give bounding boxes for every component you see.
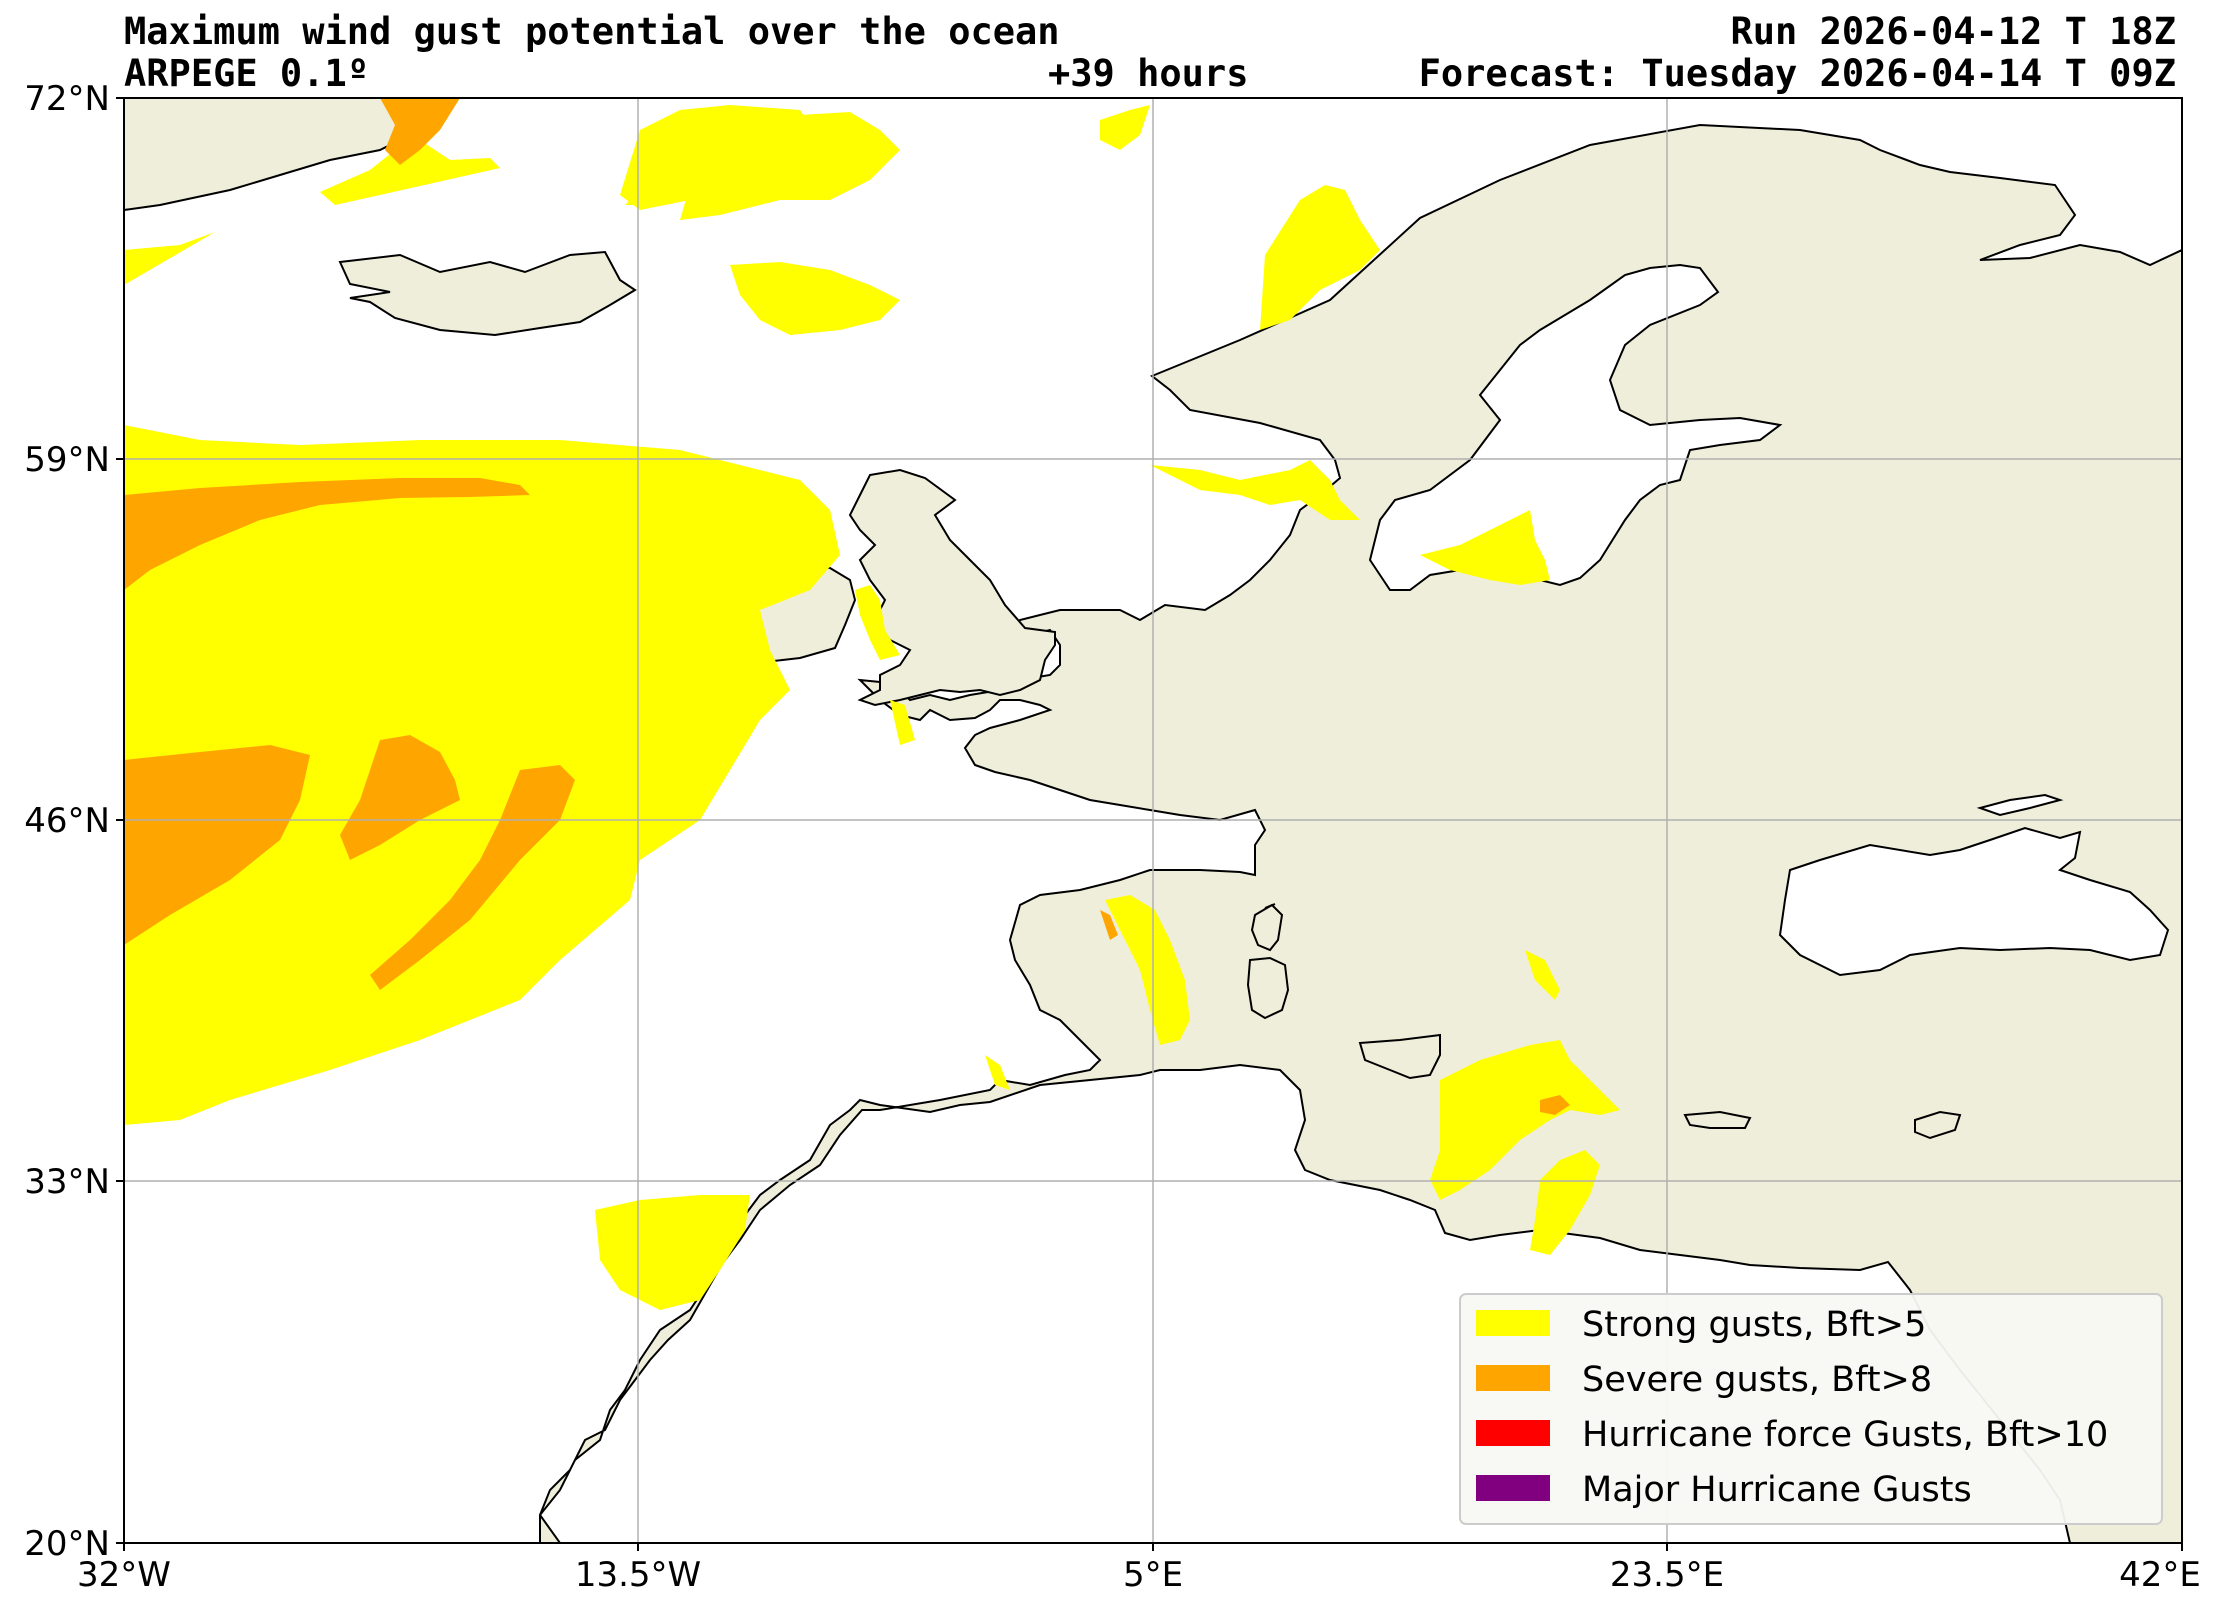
legend-label-strong: Strong gusts, Bft>5 <box>1582 1305 1926 1345</box>
map-title: Maximum wind gust potential over the oce… <box>124 10 1060 53</box>
lat-tick-label: 20°N <box>24 1524 110 1564</box>
legend-swatch-strong <box>1476 1310 1550 1336</box>
lat-tick-label: 46°N <box>24 801 110 841</box>
legend-label-major-hurricane: Major Hurricane Gusts <box>1582 1470 1972 1510</box>
run-time-label: Run 2026-04-12 T 18Z <box>1730 10 2176 53</box>
legend-box <box>1459 1293 2163 1525</box>
legend-swatch-hurricane <box>1476 1420 1550 1446</box>
legend-swatch-severe <box>1476 1365 1550 1391</box>
coastlines <box>1264 903 1276 909</box>
strong-gust-areas <box>124 105 1620 1310</box>
legend-swatch-major-hurricane <box>1476 1475 1550 1501</box>
lat-tick-label: 59°N <box>24 440 110 480</box>
forecast-time-label: Forecast: Tuesday 2026-04-14 T 09Z <box>1418 52 2176 95</box>
lead-time-label: +39 hours <box>1048 52 1249 95</box>
lon-tick-label: 5°E <box>1123 1555 1183 1595</box>
severe-gust-areas <box>124 98 1570 1115</box>
legend: Strong gusts, Bft>5 Severe gusts, Bft>8 … <box>1459 1293 2163 1525</box>
longitude-axis: 32°W 13.5°W 5°E 23.5°E 42°E <box>77 1543 2201 1595</box>
lon-tick-label: 32°W <box>77 1555 171 1595</box>
graticule <box>124 98 2182 1543</box>
model-label: ARPEGE 0.1º <box>124 52 370 95</box>
lat-tick-label: 33°N <box>24 1162 110 1202</box>
inland-seas <box>1368 263 2170 977</box>
legend-label-severe: Severe gusts, Bft>8 <box>1582 1360 1932 1400</box>
lat-tick-label: 72°N <box>24 79 110 119</box>
legend-label-hurricane: Hurricane force Gusts, Bft>10 <box>1582 1415 2108 1455</box>
lon-tick-label: 23.5°E <box>1610 1555 1724 1595</box>
lon-tick-label: 42°E <box>2119 1555 2201 1595</box>
latitude-axis: 72°N 59°N 46°N 33°N 20°N <box>24 79 124 1564</box>
lon-tick-label: 13.5°W <box>575 1555 701 1595</box>
